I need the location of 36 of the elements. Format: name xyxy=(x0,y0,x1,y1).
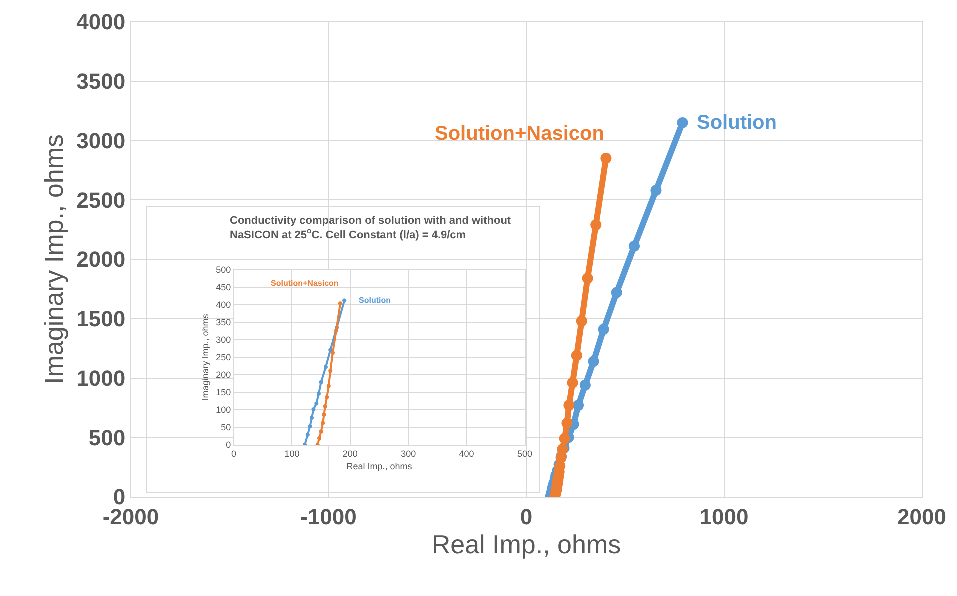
y-tick-label: 3000 xyxy=(76,128,126,154)
y-tick-label: 300 xyxy=(216,335,232,346)
y-tick-label: 500 xyxy=(216,265,232,276)
x-axis-title: Real Imp., ohms xyxy=(346,462,413,472)
y-tick-label: 2500 xyxy=(76,188,126,213)
series-label: Solution+Nasicon xyxy=(435,123,604,145)
x-tick-label: 0 xyxy=(520,504,533,530)
y-tick-label: 1500 xyxy=(76,306,126,332)
x-tick-label: 100 xyxy=(284,448,300,459)
y-tick-label: 1000 xyxy=(76,366,126,391)
series-label: Solution xyxy=(359,296,392,305)
chart-title: Conductivity comparison of solution with and without NaSICON at 25$^{o}$C. Cell Constant (l/a) = 4.9/cm xyxy=(230,215,512,242)
series-label: Solution xyxy=(697,112,777,134)
x-tick-label: 300 xyxy=(401,448,416,459)
y-tick-label: 350 xyxy=(216,318,232,328)
y-axis-title: Imaginary Imp., ohms xyxy=(200,314,211,401)
x-tick-label: 200 xyxy=(342,448,358,459)
y-tick-label: 0 xyxy=(226,440,232,450)
x-tick-label: -1000 xyxy=(300,504,357,530)
y-tick-label: 2000 xyxy=(76,247,126,272)
series-label: Solution+Nasicon xyxy=(271,279,339,288)
y-tick-label: 200 xyxy=(216,370,232,380)
y-tick-label: 450 xyxy=(216,282,232,293)
x-tick-label: 1000 xyxy=(700,504,749,530)
x-tick-label: 2000 xyxy=(898,504,946,530)
y-tick-label: 3500 xyxy=(76,69,126,94)
y-tick-label: 4000 xyxy=(76,10,126,35)
y-tick-label: 50 xyxy=(221,422,232,433)
y-axis-title: Imaginary Imp., ohms xyxy=(39,134,70,384)
x-tick-label: 400 xyxy=(459,448,474,459)
y-tick-label: 400 xyxy=(216,300,232,310)
y-tick-label: 150 xyxy=(216,388,232,398)
y-tick-label: 250 xyxy=(216,352,232,363)
x-tick-label: 500 xyxy=(517,448,533,459)
y-tick-label: 100 xyxy=(216,405,232,416)
x-axis-title: Real Imp., ohms xyxy=(432,529,622,560)
